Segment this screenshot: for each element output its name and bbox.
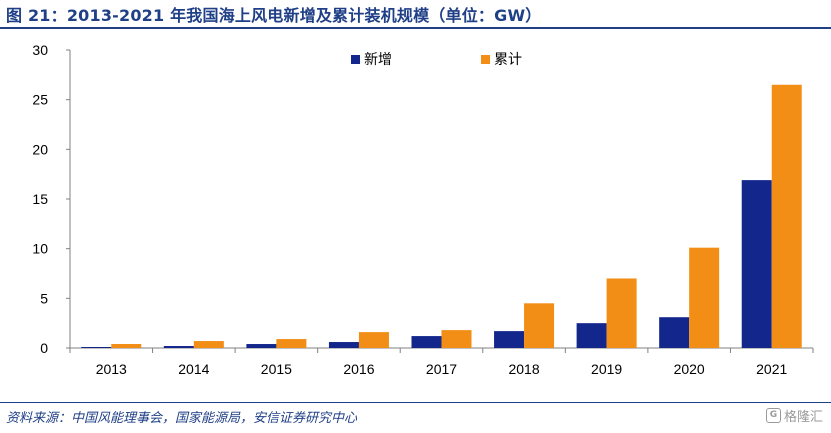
bar-new-2018	[494, 331, 525, 348]
x-tick-label: 2019	[591, 361, 622, 377]
legend-label-new: 新增	[364, 51, 392, 67]
bar-new-2014	[163, 346, 194, 348]
y-tick-label: 15	[32, 191, 48, 207]
bar-new-2017	[411, 336, 442, 348]
chart-title: 图 21：2013-2021 年我国海上风电新增及累计装机规模（单位：GW）	[6, 6, 542, 25]
bar-cumulative-2016	[358, 332, 389, 348]
bar-new-2019	[576, 323, 607, 348]
y-tick-label: 30	[32, 42, 48, 58]
bar-cumulative-2019	[606, 278, 637, 348]
watermark-text: 格隆汇	[783, 410, 823, 425]
x-tick-label: 2017	[426, 361, 457, 377]
bar-cumulative-2017	[441, 330, 472, 348]
bar-new-2021	[741, 180, 772, 348]
bar-new-2016	[328, 342, 359, 348]
legend-swatch-cumulative	[481, 55, 490, 64]
bar-cumulative-2015	[276, 339, 307, 348]
x-tick-label: 2021	[756, 361, 787, 377]
y-axis: 0 5 10 15 20 25 30	[32, 42, 71, 356]
watermark: G 格隆汇	[765, 406, 823, 425]
bar-cumulative-2021	[771, 84, 802, 348]
bar-new-2015	[246, 344, 277, 348]
legend-label-cumulative: 累计	[494, 51, 522, 67]
y-tick-label: 0	[40, 340, 48, 356]
x-tick-label: 2015	[261, 361, 292, 377]
y-tick-label: 5	[40, 290, 48, 306]
bar-cumulative-2014	[193, 341, 224, 348]
y-tick-label: 10	[32, 241, 48, 257]
footer-divider	[0, 402, 831, 403]
bar-cumulative-2018	[524, 303, 555, 348]
bar-new-2020	[659, 317, 690, 348]
logo-icon: G	[765, 408, 781, 423]
source-note: 资料来源：中国风能理事会，国家能源局，安信证券研究中心	[6, 411, 358, 426]
x-tick-label: 2020	[674, 361, 705, 377]
bar-new-2013	[81, 347, 112, 348]
bar-cumulative-2013	[111, 344, 142, 348]
x-tick-label: 2018	[508, 361, 539, 377]
legend: 新增 累计	[351, 51, 522, 67]
y-tick-label: 25	[32, 92, 48, 108]
bar-cumulative-2020	[689, 247, 720, 348]
x-tick-label: 2014	[178, 361, 209, 377]
legend-swatch-new	[351, 55, 360, 64]
bar-series	[81, 84, 802, 348]
y-tick-label: 20	[32, 141, 48, 157]
x-tick-label: 2013	[96, 361, 127, 377]
title-divider	[0, 27, 831, 29]
x-tick-label: 2016	[343, 361, 374, 377]
x-axis: 2013 2014 2015 2016 2017 2018 2019 2020 2021	[69, 347, 814, 377]
